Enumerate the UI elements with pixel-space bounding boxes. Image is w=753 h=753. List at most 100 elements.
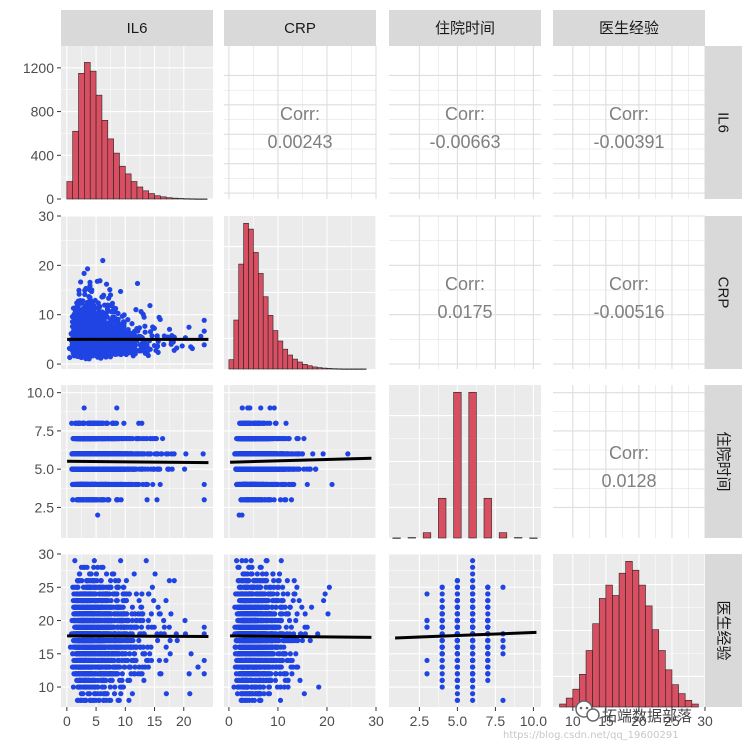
scatter-point-crp-il6 xyxy=(136,348,143,354)
scatter-point-crp-il6 xyxy=(201,317,207,323)
scatter-point-crp-il6 xyxy=(87,294,93,301)
scatter-point-crp-il6 xyxy=(107,302,113,309)
hist-bar-il6 xyxy=(84,62,91,200)
scatter-point-stay-il6 xyxy=(110,420,116,426)
scatter-point-crp-il6 xyxy=(100,257,106,264)
scatter-point-crp-il6 xyxy=(150,325,157,331)
hist-bar-crp xyxy=(228,359,235,370)
scatter-point-crp-il6 xyxy=(134,280,141,287)
hist-bar-crp xyxy=(272,330,279,370)
scatter-point-crp-il6 xyxy=(121,350,127,356)
scatter-point-crp-il6 xyxy=(130,345,136,352)
scatter-point-crp-il6 xyxy=(84,299,90,306)
scatter-point-crp-il6 xyxy=(138,309,144,315)
hist-bar-crp xyxy=(341,368,347,370)
panel-crp-exp-bg xyxy=(553,216,705,369)
panel-stay-exp-bg xyxy=(553,385,705,538)
scatter-point-crp-il6 xyxy=(83,306,89,312)
hist-bar-il6 xyxy=(101,120,109,200)
hist-bar-crp xyxy=(311,366,318,370)
data-marks: Corr:0.00243Corr:-0.00663Corr:-0.00391Co… xyxy=(66,62,699,708)
scatter-point-crp-il6 xyxy=(119,313,125,319)
scatter-point-crp-il6 xyxy=(168,341,174,347)
scatter-point-stay-il6 xyxy=(144,497,150,503)
scatter-point-crp-il6 xyxy=(141,314,147,320)
hist-bar-il6 xyxy=(113,152,120,200)
hist-bar-il6 xyxy=(148,193,155,200)
scatter-point-crp-il6 xyxy=(115,327,121,333)
scatter-point-crp-il6 xyxy=(96,317,102,323)
hist-bar-crp xyxy=(316,367,323,370)
hist-bar-crp xyxy=(287,354,293,370)
scatter-point-crp-il6 xyxy=(171,347,177,353)
scatter-point-crp-il6 xyxy=(107,344,113,350)
hist-bar-crp xyxy=(321,367,328,370)
corr-value-crp-stay: 0.0175 xyxy=(437,302,492,322)
scatter-point-crp-il6 xyxy=(133,307,139,313)
corr-value-il6-crp: 0.00243 xyxy=(267,132,332,152)
hist-bar-il6 xyxy=(171,197,179,200)
corr-label-il6-crp: Corr: xyxy=(280,104,320,124)
scatter-point-crp-il6 xyxy=(161,333,167,339)
scatter-point-crp-il6 xyxy=(107,292,114,298)
scatter-point-crp-il6 xyxy=(108,309,114,315)
panel-exp-stay-bg xyxy=(389,554,541,707)
hist-bar-il6 xyxy=(130,181,138,200)
scatter-point-crp-il6 xyxy=(121,320,127,327)
scatter-point-crp-il6 xyxy=(136,325,143,331)
scatter-point-crp-il6 xyxy=(94,341,101,347)
scatter-point-crp-il6 xyxy=(92,323,99,329)
scatter-point-crp-il6 xyxy=(186,324,192,330)
hist-bar-crp xyxy=(326,368,333,370)
panel-exp-crp-bg xyxy=(224,554,376,707)
scatter-point-crp-il6 xyxy=(81,270,87,277)
scatter-point-crp-il6 xyxy=(129,350,135,356)
scatter-point-stay-il6 xyxy=(81,405,87,411)
scatter-point-crp-il6 xyxy=(166,326,173,332)
hist-bar-il6 xyxy=(119,165,126,200)
scatter-point-crp-il6 xyxy=(82,291,88,298)
scatter-point-crp-il6 xyxy=(79,300,85,306)
scatter-point-crp-il6 xyxy=(76,324,83,330)
hist-bar-crp xyxy=(297,361,303,370)
corr-value-il6-exp: -0.00391 xyxy=(593,132,664,152)
scatter-point-crp-il6 xyxy=(161,341,167,348)
scatter-point-crp-il6 xyxy=(151,342,157,349)
scatter-point-stay-il6 xyxy=(139,420,145,426)
scatter-point-crp-il6 xyxy=(155,349,161,355)
scatter-point-crp-il6 xyxy=(68,331,74,337)
scatter-point-crp-il6 xyxy=(76,287,82,293)
hist-bar-il6 xyxy=(66,181,73,200)
scatter-point-stay-il6 xyxy=(114,405,120,411)
scatter-point-crp-il6 xyxy=(98,351,104,357)
scatter-point-crp-il6 xyxy=(81,329,87,335)
hist-bar-il6 xyxy=(183,198,190,200)
panel-il6-exp-bg xyxy=(553,46,705,199)
scatter-point-crp-il6 xyxy=(97,278,103,284)
hist-bar-crp xyxy=(277,340,284,370)
scatter-point-stay-il6 xyxy=(201,481,207,488)
scatter-point-crp-il6 xyxy=(103,281,110,287)
scatter-point-crp-il6 xyxy=(69,319,76,325)
scatter-point-crp-il6 xyxy=(107,324,113,330)
scatter-point-crp-il6 xyxy=(88,330,94,336)
scatter-point-crp-il6 xyxy=(81,352,87,358)
hist-bar-il6 xyxy=(142,190,149,200)
scatter-point-crp-il6 xyxy=(108,317,114,323)
hist-bar-il6 xyxy=(201,198,208,200)
hist-bar-il6 xyxy=(195,198,202,200)
corr-value-crp-exp: -0.00516 xyxy=(593,302,664,322)
corr-label-il6-stay: Corr: xyxy=(445,104,485,124)
hist-bar-crp xyxy=(282,348,289,370)
corr-label-crp-exp: Corr: xyxy=(609,274,649,294)
scatter-point-crp-il6 xyxy=(201,342,207,348)
scatter-point-crp-il6 xyxy=(125,332,131,338)
scatter-point-crp-il6 xyxy=(129,321,135,327)
hist-bar-il6 xyxy=(95,94,103,200)
scatter-point-crp-il6 xyxy=(94,305,100,311)
scatter-point-crp-il6 xyxy=(100,292,107,298)
scatter-point-crp-il6 xyxy=(179,343,185,349)
hist-bar-crp xyxy=(267,315,274,370)
scatter-point-crp-il6 xyxy=(90,316,96,322)
